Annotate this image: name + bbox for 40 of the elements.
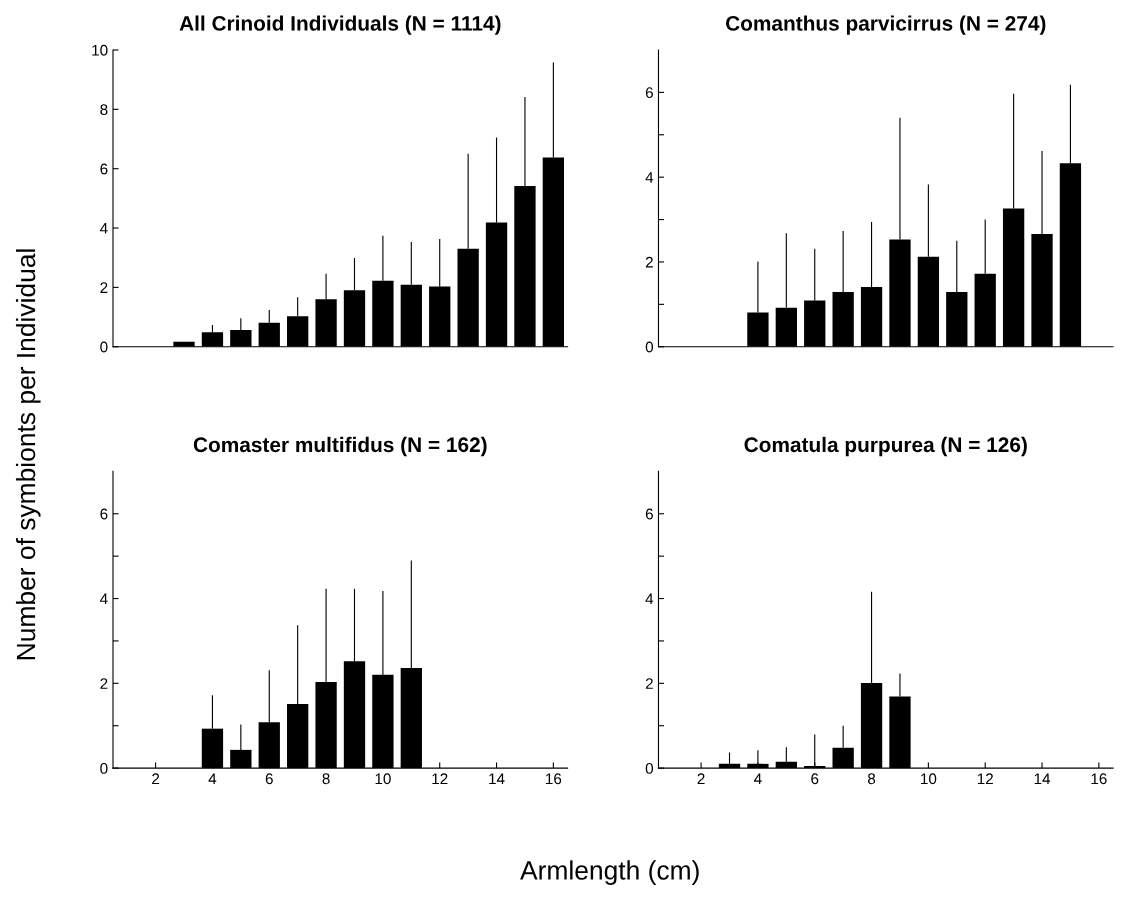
y-tick-label: 4 (645, 172, 654, 183)
x-tick-label: 10 (921, 773, 937, 785)
y-tick-label: 0 (645, 341, 654, 353)
y-tick-label: 4 (645, 593, 654, 605)
x-tick-label: 14 (489, 773, 505, 785)
x-tick-label: 12 (432, 773, 448, 785)
y-tick-label: 8 (100, 104, 108, 116)
x-axis-title: Armlength (cm) (520, 860, 699, 885)
chart-title: Comanthus parvicirrus (N = 274) (725, 15, 1046, 35)
y-axis-title: Number of symbionts per Individual (15, 249, 41, 660)
x-tick-label: 14 (1034, 773, 1051, 785)
y-tick-label: 6 (645, 508, 653, 520)
y-tick-label: 6 (645, 87, 653, 99)
x-tick-label: 16 (546, 773, 562, 785)
y-tick-label: 2 (645, 256, 653, 268)
y-tick-label: 6 (100, 163, 108, 175)
chart-title: Comatula purpurea (N = 126) (744, 436, 1027, 457)
x-tick-label: 16 (1091, 773, 1107, 785)
y-tick-label: 2 (645, 678, 653, 689)
x-tick-label: 8 (322, 773, 330, 785)
y-tick-label: 4 (99, 593, 108, 605)
x-tick-label: 2 (697, 773, 705, 785)
x-tick-label: 6 (811, 773, 819, 785)
y-tick-label: 2 (100, 678, 108, 689)
x-tick-label: 12 (977, 773, 993, 785)
y-tick-label: 0 (645, 762, 654, 774)
y-tick-label: 0 (100, 341, 108, 353)
x-tick-label: 10 (375, 773, 391, 785)
y-tick-label: 10 (92, 44, 108, 56)
chart-title: Comaster multifidus (N = 162) (193, 436, 487, 457)
x-tick-label: 2 (152, 773, 160, 785)
y-tick-label: 4 (99, 223, 108, 234)
x-tick-label: 8 (867, 773, 876, 785)
x-tick-label: 4 (208, 773, 217, 785)
y-tick-label: 0 (100, 762, 108, 774)
y-tick-label: 2 (100, 282, 108, 293)
x-tick-label: 6 (265, 773, 273, 785)
x-tick-label: 4 (754, 773, 762, 785)
chart-title: All Crinoid Individuals (N = 1114) (179, 15, 501, 35)
y-tick-label: 6 (100, 508, 108, 520)
